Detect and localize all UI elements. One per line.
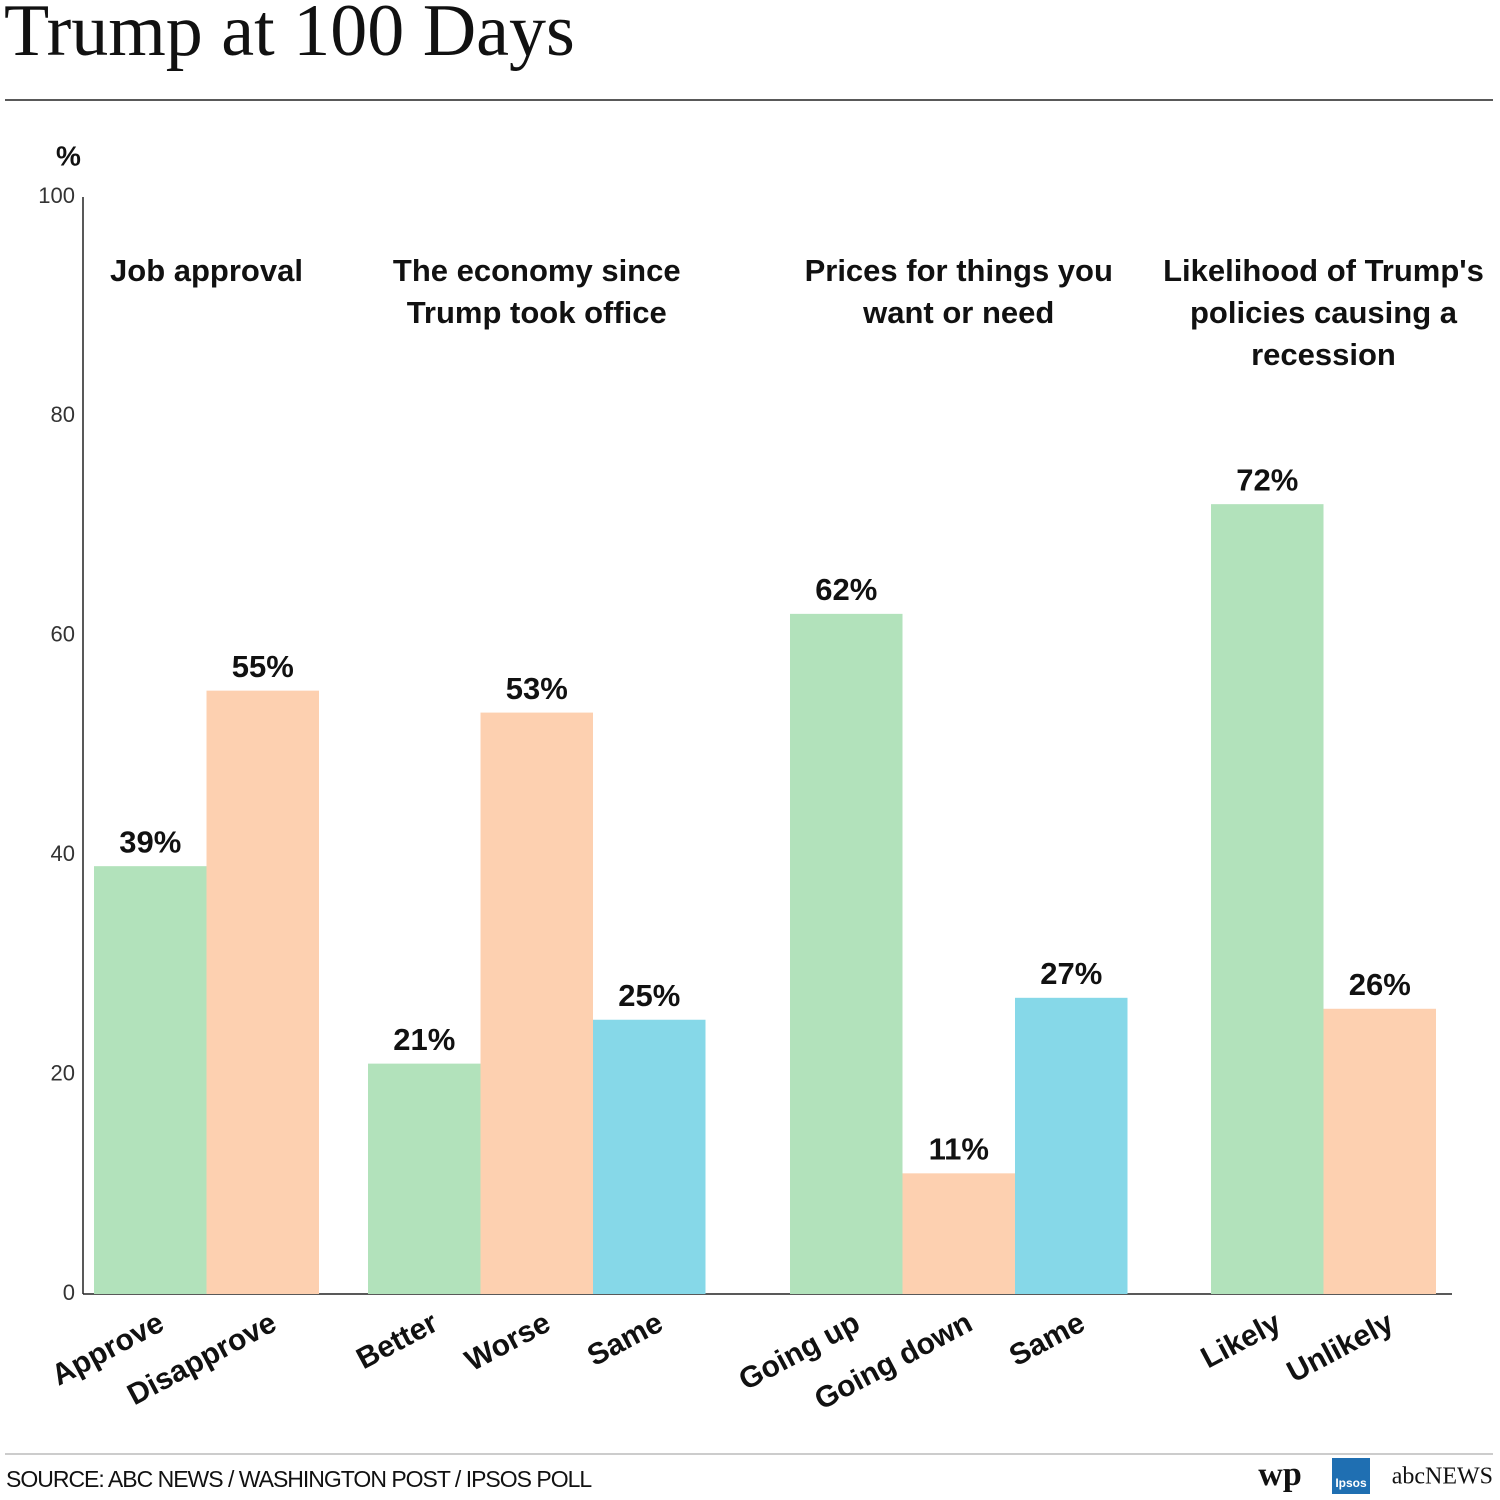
value-label: 55% [232,649,294,684]
group-title: The economy since Trump took office [392,253,681,330]
bar [790,613,903,1294]
x-tick-label: Better [351,1306,443,1376]
value-label: 21% [393,1022,455,1057]
group-title: Likelihood of Trump's policies causing a… [1163,253,1484,372]
x-tick-label: Unlikely [1282,1306,1399,1389]
value-label: 11% [929,1132,989,1167]
y-tick-label: 0 [63,1280,75,1305]
bar [480,712,593,1294]
value-label: 26% [1349,967,1411,1002]
y-tick-label: 80 [51,402,75,427]
logo-ipsos: Ipsos [1335,1476,1367,1490]
value-label: 27% [1040,956,1102,991]
group-title: Prices for things you want or need [804,253,1113,330]
value-label: 72% [1236,462,1298,497]
x-tick-label: Worse [460,1306,556,1378]
bar [902,1173,1015,1294]
logo-wp: wp [1258,1456,1301,1493]
chart-title: Trump at 100 Days [4,0,575,72]
logo-abc: abcNEWS [1392,1464,1493,1490]
group-title: Job approval [110,253,303,288]
bar [206,690,319,1294]
x-tick-label: Same [582,1306,668,1373]
x-tick-label: Likely [1196,1306,1287,1375]
value-label: 39% [119,824,181,859]
y-axis-label: % [56,140,81,171]
source: SOURCE: ABC NEWS / WASHINGTON POST / IPS… [6,1466,592,1492]
bar [94,866,207,1294]
bar [1211,504,1324,1294]
y-tick-label: 100 [38,183,75,208]
bar [1323,1008,1436,1294]
bar [368,1063,481,1294]
value-label: 62% [815,572,877,607]
logo-ipsos-box [1332,1458,1370,1494]
y-tick-label: 20 [51,1060,75,1085]
y-tick-label: 40 [51,841,75,866]
bar [593,1019,706,1294]
value-label: 53% [506,671,568,706]
bar [1015,997,1128,1294]
value-label: 25% [618,978,680,1013]
y-tick-label: 60 [51,622,75,647]
x-tick-label: Same [1004,1306,1090,1373]
